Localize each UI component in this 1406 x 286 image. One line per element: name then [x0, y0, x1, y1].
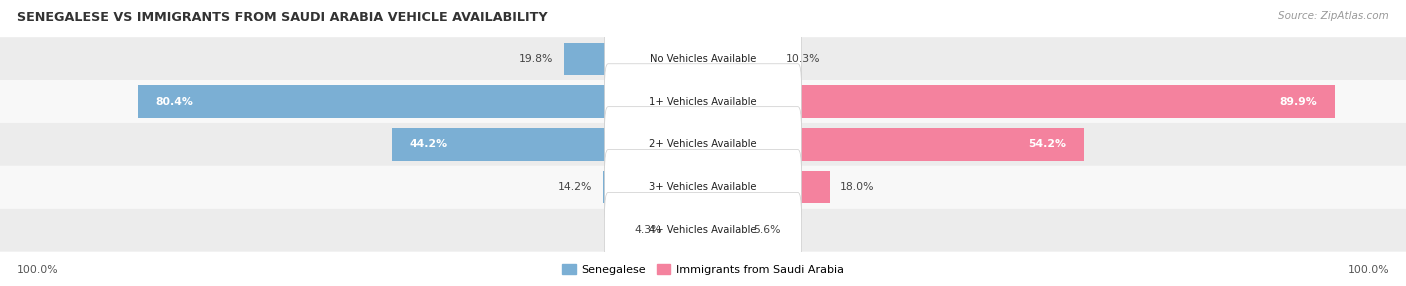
Text: 3+ Vehicles Available: 3+ Vehicles Available [650, 182, 756, 192]
Bar [703, 214, 742, 246]
Text: No Vehicles Available: No Vehicles Available [650, 54, 756, 63]
Text: 4.3%: 4.3% [634, 225, 662, 235]
Legend: Senegalese, Immigrants from Saudi Arabia: Senegalese, Immigrants from Saudi Arabia [562, 264, 844, 275]
Bar [564, 43, 703, 75]
Text: 18.0%: 18.0% [841, 182, 875, 192]
Text: 100.0%: 100.0% [17, 265, 59, 275]
Text: SENEGALESE VS IMMIGRANTS FROM SAUDI ARABIA VEHICLE AVAILABILITY: SENEGALESE VS IMMIGRANTS FROM SAUDI ARAB… [17, 11, 547, 24]
FancyBboxPatch shape [0, 80, 1406, 123]
Text: 10.3%: 10.3% [786, 54, 821, 63]
Bar [703, 128, 1084, 160]
FancyBboxPatch shape [0, 37, 1406, 80]
Bar [392, 128, 703, 160]
Text: 100.0%: 100.0% [1347, 265, 1389, 275]
Bar [703, 43, 776, 75]
FancyBboxPatch shape [0, 166, 1406, 209]
Text: 89.9%: 89.9% [1279, 97, 1317, 106]
Bar [703, 86, 1336, 118]
FancyBboxPatch shape [605, 107, 801, 182]
FancyBboxPatch shape [605, 21, 801, 96]
FancyBboxPatch shape [605, 150, 801, 225]
FancyBboxPatch shape [0, 123, 1406, 166]
FancyBboxPatch shape [0, 209, 1406, 252]
Bar [672, 214, 703, 246]
Text: 14.2%: 14.2% [558, 182, 593, 192]
Text: 1+ Vehicles Available: 1+ Vehicles Available [650, 97, 756, 106]
Bar [138, 86, 703, 118]
Text: 2+ Vehicles Available: 2+ Vehicles Available [650, 140, 756, 149]
Text: 4+ Vehicles Available: 4+ Vehicles Available [650, 225, 756, 235]
Text: 19.8%: 19.8% [519, 54, 554, 63]
Text: 80.4%: 80.4% [155, 97, 193, 106]
Text: Source: ZipAtlas.com: Source: ZipAtlas.com [1278, 11, 1389, 21]
Bar [603, 171, 703, 203]
FancyBboxPatch shape [605, 192, 801, 268]
Bar [703, 171, 830, 203]
FancyBboxPatch shape [605, 64, 801, 139]
Text: 54.2%: 54.2% [1028, 140, 1067, 149]
Text: 44.2%: 44.2% [411, 140, 449, 149]
Text: 5.6%: 5.6% [754, 225, 780, 235]
